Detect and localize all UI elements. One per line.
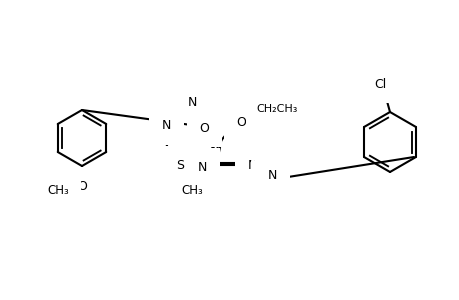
Text: N: N — [187, 95, 196, 109]
Text: S: S — [176, 159, 184, 172]
Text: CH₃: CH₃ — [47, 184, 69, 196]
Text: N: N — [197, 161, 207, 174]
Text: O: O — [236, 116, 246, 129]
Text: H: H — [262, 172, 270, 182]
Text: N: N — [267, 169, 276, 182]
Text: N: N — [247, 159, 257, 172]
Text: Cl: Cl — [373, 77, 385, 91]
Text: CH₂CH₃: CH₂CH₃ — [256, 104, 297, 114]
Text: O: O — [199, 122, 209, 135]
Text: O: O — [77, 179, 87, 193]
Text: CH₃: CH₃ — [181, 184, 203, 197]
Text: N: N — [162, 119, 171, 132]
